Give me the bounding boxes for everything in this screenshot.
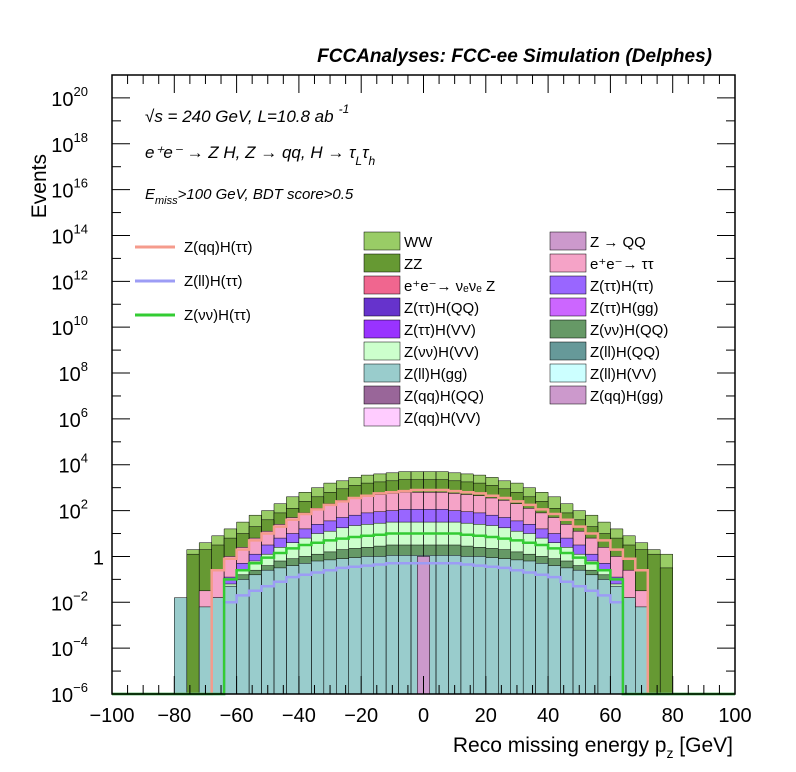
legend-label: Z(ττ)H(ττ) (590, 278, 654, 295)
x-tick-label: 0 (418, 705, 429, 727)
plot-title: FCCAnalyses: FCC-ee Simulation (Delphes) (317, 46, 712, 67)
legend-label: Z → QQ (590, 234, 646, 251)
y-tick-label: 10−2 (51, 588, 88, 615)
y-tick-label: 108 (59, 359, 88, 386)
y-tick-label: 10−4 (51, 634, 88, 661)
legend-swatch-z-h-qq (549, 319, 587, 339)
legend-swatch-z-ll-h-qq (549, 341, 587, 361)
legend-swatch-z-qq-h-qq (363, 385, 401, 405)
y-tick-label: 1010 (51, 313, 88, 340)
histogram-z-ll-h-gg (174, 555, 649, 695)
process-label: e⁺e⁻ → Z H, Z → qq, H → τLτh (145, 143, 375, 168)
x-tick-label: −60 (220, 705, 254, 727)
legend-label: Z(νν)H(VV) (404, 344, 479, 361)
x-tick-label: 100 (718, 705, 751, 727)
y-axis-label: Events (28, 154, 51, 218)
x-tick-label: −20 (344, 705, 378, 727)
legend-swatch-z-ll-h-gg (363, 363, 401, 383)
x-tick-label: −80 (157, 705, 191, 727)
x-tick-label: 80 (662, 705, 684, 727)
legend-label: Z(qq)H(ττ) (184, 239, 253, 256)
energy-lumi-label: √s = 240 GeV, L=10.8 ab -1 (145, 102, 349, 126)
legend-label: Z(ll)H(ττ) (184, 273, 243, 290)
legend-label: ZZ (404, 256, 422, 273)
x-tick-label: 40 (537, 705, 559, 727)
x-tick-label: 20 (475, 705, 497, 727)
y-tick-label: 104 (59, 451, 88, 478)
x-tick-label: −40 (282, 705, 316, 727)
line-z-h (112, 532, 735, 696)
legend-label: Z(qq)H(gg) (590, 388, 663, 405)
legend-swatch-z-h-vv (363, 319, 401, 339)
x-axis-label: Reco missing energy pz [GeV] (453, 734, 733, 761)
y-tick-label: 106 (59, 405, 88, 432)
y-tick-label: 1012 (51, 267, 88, 294)
histogram-spike (417, 556, 430, 695)
y-tick-label: 1020 (51, 84, 88, 111)
legend-label: e⁺e⁻→ νₑνₑ Z (404, 278, 495, 295)
legend-label: Z(ll)H(QQ) (590, 344, 660, 361)
line-z-qq-h (112, 488, 735, 696)
line-z-ll-h (112, 562, 735, 696)
y-tick-label: 1 (93, 547, 104, 569)
legend-label: Z(ll)H(VV) (590, 366, 657, 383)
legend-swatch-z-ll-h-vv (549, 363, 587, 383)
y-tick-label: 1016 (51, 176, 88, 203)
legend-swatch-ww (363, 231, 401, 251)
legend-swatch-z-h (549, 275, 587, 295)
x-tick-label: −100 (89, 705, 134, 727)
legend-swatch-z-h-vv (363, 341, 401, 361)
y-tick-label: 102 (59, 497, 88, 524)
legend-label: WW (404, 234, 433, 251)
legend: Z(qq)H(ττ) Z(ll)H(ττ) Z(νν)H(ττ) WW Z → QQ ZZ… (135, 231, 668, 427)
legend-label: Z(qq)H(QQ) (404, 388, 484, 405)
selection-label: Emiss>100 GeV, BDT score>0.5 (145, 186, 354, 207)
signal-lines (112, 488, 735, 696)
legend-label: Z(qq)H(VV) (404, 410, 481, 427)
legend-swatch-z-h-qq (363, 297, 401, 317)
y-tick-label: 10−6 (51, 680, 88, 707)
legend-label: Z(νν)H(QQ) (590, 322, 668, 339)
legend-label: e⁺e⁻→ ττ (590, 256, 654, 273)
legend-label: Z(ττ)H(QQ) (404, 300, 479, 317)
legend-swatch-z-h-gg (549, 297, 587, 317)
legend-swatch-z-qq-h-gg (549, 385, 587, 405)
x-tick-label: 60 (599, 705, 621, 727)
legend-swatch-e-e (549, 253, 587, 273)
legend-swatch-e-e-z (363, 275, 401, 295)
legend-label: Z(ll)H(gg) (404, 366, 467, 383)
legend-swatch-z-qq-h-vv (363, 407, 401, 427)
legend-swatch-zz (363, 253, 401, 273)
legend-label: Z(νν)H(ττ) (184, 307, 251, 324)
legend-label: Z(ττ)H(VV) (404, 322, 476, 339)
legend-label: Z(ττ)H(gg) (590, 300, 659, 317)
legend-swatch-z-qq (549, 231, 587, 251)
y-tick-label: 1014 (51, 221, 88, 248)
plot-frame (111, 74, 736, 695)
axis-ticks: −100 −80 −60 −40 −20 0 20 40 60 80 100 10−6 10−4 10−2… (51, 75, 752, 727)
y-tick-label: 1018 (51, 130, 88, 157)
